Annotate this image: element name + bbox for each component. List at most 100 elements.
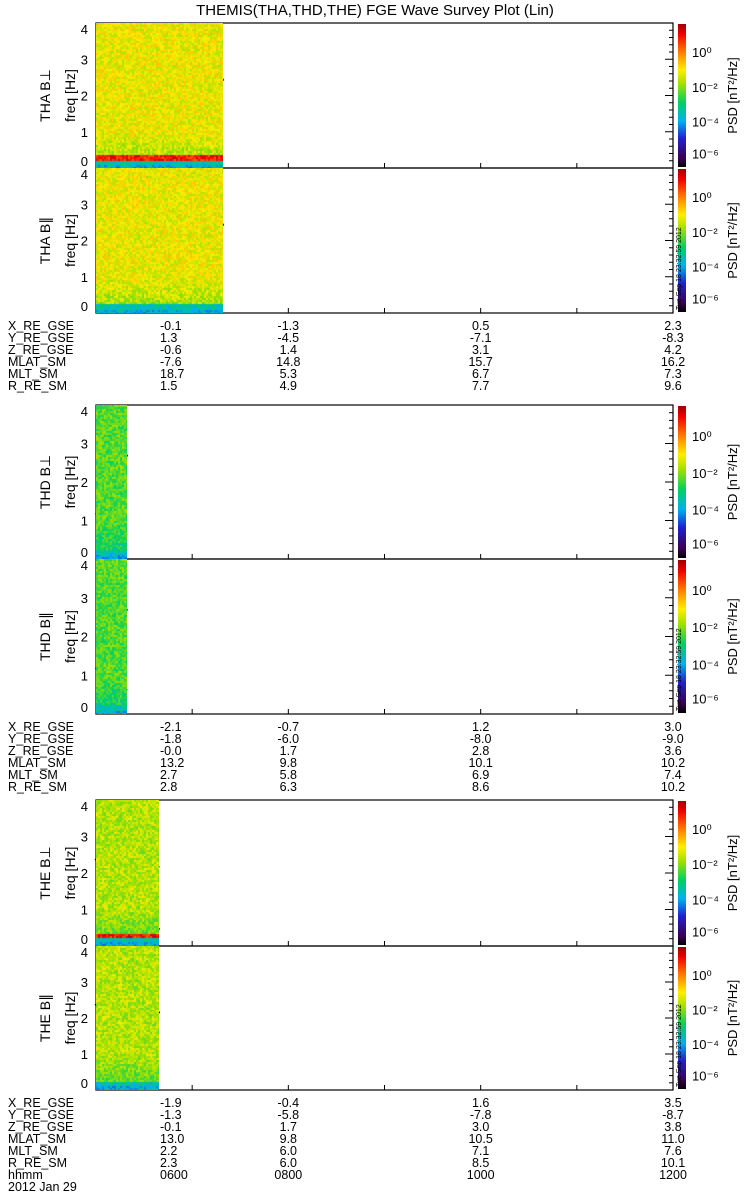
ephemeris-value: 10.1	[468, 756, 492, 770]
ephemeris-value: 7.1	[472, 1144, 489, 1158]
panel-name: THA B⊥	[37, 69, 53, 122]
ephemeris-value: 2.2	[160, 1144, 177, 1158]
panel-frame	[95, 945, 674, 1091]
ephemeris-value: -6.0	[278, 732, 300, 746]
ephemeris-value: -1.3	[160, 1108, 182, 1122]
colorbar-tick-label: 10⁻²	[692, 80, 718, 95]
ephemeris-label: Y_RE_GSE	[8, 1108, 74, 1122]
spectrogram-the-par	[96, 946, 159, 1090]
ephemeris-value: 2.8	[472, 744, 489, 758]
ephemeris-value: -9.0	[662, 732, 684, 746]
ephemeris-value: 7.6	[664, 1144, 681, 1158]
ephemeris-value: 2.3	[160, 1156, 177, 1170]
colorbar-label: PSD [nT²/Hz]	[725, 835, 740, 912]
ephemeris-value: 13.0	[160, 1132, 184, 1146]
ephemeris-label: MLAT_SM	[8, 1132, 66, 1146]
ephemeris-value: 5.3	[280, 367, 297, 381]
ephemeris-value: 0.5	[472, 319, 489, 333]
ephemeris-value: -1.3	[278, 319, 300, 333]
plot-title: THEMIS(THA,THD,THE) FGE Wave Survey Plot…	[196, 2, 554, 19]
colorbar-label: PSD [nT²/Hz]	[725, 202, 740, 279]
ephemeris-value: 3.0	[472, 1120, 489, 1134]
y-tick-label: 4	[81, 945, 88, 960]
ephemeris-value: 1.2	[472, 720, 489, 734]
ephemeris-value: 13.2	[160, 756, 184, 770]
ephemeris-value: -0.6	[160, 343, 182, 357]
y-tick-label: 4	[81, 167, 88, 182]
ephemeris-value: 1.5	[160, 379, 177, 393]
colorbar-label: PSD [nT²/Hz]	[725, 980, 740, 1057]
ephemeris-value: 6.0	[280, 1156, 297, 1170]
ephemeris-value: -0.1	[160, 1120, 182, 1134]
y-tick-label: 1	[81, 668, 88, 683]
timestamp: Tue Sep 18 23:32:59 2012	[676, 227, 683, 310]
y-tick-label: 1	[81, 903, 88, 918]
ephemeris-value: -0.4	[278, 1096, 300, 1110]
ephemeris-value: 3.5	[664, 1096, 681, 1110]
y-axis-label: freq [Hz]	[62, 847, 78, 900]
ephemeris-value: 2.8	[160, 780, 177, 794]
ephemeris-value: -0.1	[160, 319, 182, 333]
colorbar-tick-label: 10⁻⁴	[692, 503, 719, 518]
colorbar-label: PSD [nT²/Hz]	[725, 444, 740, 521]
ephemeris-label: R_RE_SM	[8, 379, 67, 393]
time-tick-label: 1000	[467, 1168, 495, 1182]
ephemeris-value: 1.6	[472, 1096, 489, 1110]
y-axis-label: freq [Hz]	[62, 214, 78, 267]
y-tick-label: 1	[81, 270, 88, 285]
spectrogram-tha-par	[96, 168, 223, 313]
y-tick-label: 3	[81, 591, 88, 606]
colorbar	[678, 169, 686, 312]
y-tick-label: 0	[81, 1076, 88, 1091]
y-tick-label: 2	[81, 89, 88, 104]
colorbar-tick-label: 10⁻⁶	[692, 537, 719, 552]
ephemeris-label: Z_RE_GSE	[8, 1120, 73, 1134]
ephemeris-value: 9.8	[280, 1132, 297, 1146]
ephemeris-value: -1.9	[160, 1096, 182, 1110]
ephemeris-label: MLT_SM	[8, 367, 58, 381]
panel-frame	[95, 799, 674, 947]
ephemeris-value: 1.3	[160, 331, 177, 345]
ephemeris-value: -7.6	[160, 355, 182, 369]
ephemeris-value: -5.8	[278, 1108, 300, 1122]
ephemeris-value: 16.2	[661, 355, 685, 369]
colorbar	[678, 406, 686, 558]
colorbar-tick-label: 10⁻⁴	[692, 260, 719, 275]
ephemeris-label: MLAT_SM	[8, 355, 66, 369]
y-tick-label: 4	[81, 799, 88, 814]
panel-frame	[95, 558, 674, 715]
panel-name: THA B∥	[37, 217, 53, 264]
ephemeris-label: R_RE_SM	[8, 1156, 67, 1170]
y-tick-label: 0	[81, 932, 88, 947]
time-tick-label: 1200	[659, 1168, 687, 1182]
colorbar	[678, 947, 686, 1089]
time-tick-label: 0800	[274, 1168, 302, 1182]
y-tick-label: 2	[81, 1011, 88, 1026]
y-tick-label: 0	[81, 299, 88, 314]
ephemeris-value: 18.7	[160, 367, 184, 381]
ephemeris-value: 7.4	[664, 768, 681, 782]
time-axis-label: hhmm	[8, 1168, 43, 1182]
colorbar-label: PSD [nT²/Hz]	[725, 598, 740, 675]
colorbar-tick-label: 10⁻²	[692, 857, 718, 872]
y-tick-label: 0	[81, 545, 88, 560]
panel-name: THD B∥	[37, 612, 53, 661]
colorbar-tick-label: 10⁰	[692, 190, 712, 205]
ephemeris-value: -8.3	[662, 331, 684, 345]
ephemeris-value: 8.6	[472, 780, 489, 794]
ephemeris-value: 3.8	[664, 1120, 681, 1134]
colorbar	[678, 24, 686, 167]
colorbar-tick-label: 10⁻²	[692, 225, 718, 240]
ephemeris-value: 7.7	[472, 379, 489, 393]
time-tick-label: 0600	[160, 1168, 188, 1182]
colorbar-tick-label: 10⁻⁶	[692, 147, 719, 162]
ephemeris-value: 6.9	[472, 768, 489, 782]
colorbar-tick-label: 10⁻²	[692, 620, 718, 635]
ephemeris-value: 2.7	[160, 768, 177, 782]
panel-name: THE B⊥	[37, 846, 53, 899]
ephemeris-value: 10.5	[468, 1132, 492, 1146]
panel-name: THE B∥	[37, 994, 53, 1042]
ephemeris-value: -0.7	[278, 720, 300, 734]
colorbar-tick-label: 10⁰	[692, 583, 712, 598]
